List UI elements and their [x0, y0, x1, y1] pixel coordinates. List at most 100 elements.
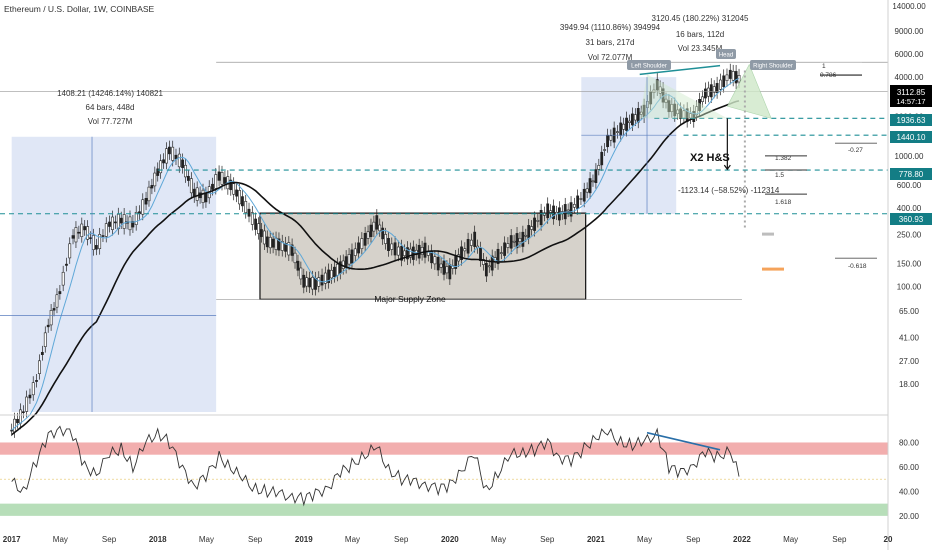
x-tick-label: 2021 [587, 535, 605, 544]
candle-body [274, 237, 278, 250]
candle-body [184, 164, 187, 178]
candle-body [46, 324, 50, 328]
candle-body [25, 396, 29, 412]
candle-body [122, 214, 126, 229]
candle-body [701, 96, 704, 102]
candle-body [271, 238, 275, 248]
candle-body [83, 226, 87, 231]
svg-text:1440.10: 1440.10 [897, 133, 926, 142]
y-tick-label: 9000.00 [895, 27, 924, 36]
candle-body [74, 227, 78, 243]
x-tick-label: May [199, 535, 214, 544]
rsi-tick-label: 20.00 [899, 512, 920, 521]
candle-body [466, 239, 470, 254]
candle-body [433, 256, 437, 265]
candle-body [287, 242, 291, 256]
candle-body [469, 239, 473, 246]
candle-body [530, 226, 534, 230]
x-tick-label: May [783, 535, 798, 544]
level-badge-1936: 1936.63 [890, 114, 932, 126]
candle-body [116, 213, 120, 230]
candle-body [655, 79, 659, 91]
x-tick-label: 2020 [441, 535, 459, 544]
candle-body [232, 183, 236, 195]
candle-body [409, 248, 412, 258]
candle-body [704, 88, 707, 99]
candle-body [235, 189, 239, 197]
candle-body [165, 148, 168, 164]
fib-1618: 1.618 [775, 199, 792, 206]
candle-body [579, 198, 583, 200]
x-tick-label: 2017 [3, 535, 21, 544]
candle-body [77, 231, 81, 234]
candle-body [323, 272, 327, 284]
candle-body [487, 265, 491, 268]
candle-body [625, 117, 628, 131]
candle-body [187, 175, 190, 181]
candle-body [390, 243, 394, 250]
candle-body [217, 171, 221, 181]
candle-body [311, 277, 314, 290]
x-tick-label: Sep [394, 535, 409, 544]
candle-body [372, 221, 376, 232]
candle-body [284, 243, 287, 252]
candle-body [384, 234, 387, 244]
candle-body [496, 248, 500, 265]
candle-body [439, 263, 443, 268]
candle-body [572, 204, 576, 208]
candle-body [649, 91, 653, 105]
candle-body [68, 243, 72, 259]
candle-body [156, 168, 160, 176]
fib-neg027: -0.27 [848, 147, 863, 154]
fib-1382: 1.382 [775, 155, 792, 162]
candle-body [189, 178, 193, 194]
candle-body [244, 201, 248, 213]
candle-body [363, 233, 367, 246]
target-arrowhead [723, 164, 731, 171]
candle-body [664, 98, 668, 103]
candle-body [159, 160, 163, 174]
candle-body [600, 151, 604, 166]
candle-body [330, 269, 333, 279]
svg-text:778.80: 778.80 [899, 170, 924, 179]
candle-body [695, 106, 699, 116]
candle-body [262, 230, 266, 245]
candle-body [308, 277, 312, 288]
candle-body [445, 266, 449, 274]
candle-body [552, 205, 555, 220]
candle-body [268, 236, 272, 249]
candle-body [712, 86, 716, 93]
candle-body [715, 83, 719, 94]
candle-body [403, 250, 406, 256]
candle-body [506, 243, 510, 248]
candle-body [40, 351, 44, 355]
left-shoulder-text: Left Shoulder [631, 64, 667, 70]
measure-2021b: 3120.45 (180.22%) 312045 16 bars, 112d V… [652, 14, 750, 53]
measure-2017-line1: 1408.21 (14246.14%) 140821 [57, 89, 163, 98]
candle-body [357, 242, 360, 254]
x-tick-label: May [637, 535, 652, 544]
candle-body [636, 108, 640, 123]
candle-body [86, 226, 90, 240]
candle-body [350, 249, 354, 264]
right-shoulder-tag: Right Shoulder [750, 60, 796, 70]
candle-body [260, 229, 263, 237]
candle-body [277, 238, 281, 251]
candle-body [622, 123, 626, 130]
y-tick-label: 14000.00 [892, 2, 926, 11]
candle-body [585, 188, 589, 193]
candle-body [94, 245, 98, 250]
candle-body [171, 146, 175, 161]
rsi-divergence-line [646, 431, 721, 451]
countdown: 14:57:17 [896, 97, 925, 106]
y-tick-label: 6000.00 [895, 50, 924, 59]
candle-body [582, 188, 586, 202]
candle-body [220, 172, 224, 185]
candle-body [706, 87, 710, 97]
candle-body [92, 235, 95, 250]
candle-body [679, 108, 683, 119]
candle-body [576, 195, 580, 210]
candle-body [709, 84, 713, 98]
candle-body [229, 179, 233, 191]
